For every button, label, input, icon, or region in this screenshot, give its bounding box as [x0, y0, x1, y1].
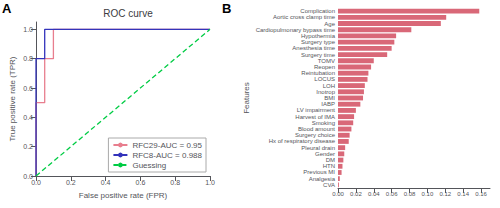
svg-text:B: B [222, 1, 231, 16]
svg-text:HTN: HTN [323, 163, 335, 169]
svg-text:DM: DM [326, 157, 335, 163]
svg-text:Surgery type: Surgery type [301, 39, 336, 45]
svg-text:ROC curve: ROC curve [103, 8, 153, 19]
svg-text:IABP: IABP [321, 101, 335, 107]
svg-text:0.8: 0.8 [23, 55, 33, 62]
svg-text:Cardiopulmonary bypass time: Cardiopulmonary bypass time [256, 27, 336, 33]
svg-text:1.0: 1.0 [205, 179, 215, 186]
svg-text:BMI: BMI [324, 95, 335, 101]
svg-text:Hx of respiratory disease: Hx of respiratory disease [269, 138, 336, 144]
svg-text:0.08: 0.08 [404, 191, 416, 197]
svg-text:1.0: 1.0 [23, 26, 33, 33]
svg-text:Hypothermia: Hypothermia [301, 33, 336, 39]
svg-text:Surgery choice: Surgery choice [295, 132, 336, 138]
svg-text:0.10: 0.10 [422, 191, 434, 197]
svg-text:Features: Features [242, 82, 251, 114]
svg-text:Inotrop: Inotrop [316, 89, 335, 95]
svg-text:TOMV: TOMV [318, 58, 335, 64]
svg-text:Anesthesia time: Anesthesia time [292, 45, 335, 51]
svg-text:LOCUS: LOCUS [314, 76, 335, 82]
svg-text:A: A [2, 1, 12, 16]
svg-text:Guessing: Guessing [132, 161, 166, 170]
svg-text:RFC8-AUC = 0.988: RFC8-AUC = 0.988 [132, 151, 202, 160]
svg-text:0.14: 0.14 [457, 191, 469, 197]
svg-text:0.16: 0.16 [475, 191, 487, 197]
svg-text:0.02: 0.02 [350, 191, 362, 197]
svg-text:Blood amount: Blood amount [298, 126, 335, 132]
svg-text:0.8: 0.8 [170, 179, 180, 186]
svg-text:Surgery time: Surgery time [301, 52, 336, 58]
svg-text:Reintubation: Reintubation [301, 70, 335, 76]
svg-text:False positive rate (FPR): False positive rate (FPR) [79, 191, 168, 200]
svg-text:0.2: 0.2 [66, 179, 76, 186]
svg-text:0.6: 0.6 [23, 85, 33, 92]
svg-text:Reopen: Reopen [314, 64, 335, 70]
svg-text:0.6: 0.6 [136, 179, 146, 186]
svg-text:0.12: 0.12 [439, 191, 451, 197]
svg-text:CVA: CVA [323, 182, 335, 188]
svg-text:Pleural drain: Pleural drain [301, 145, 335, 151]
svg-text:Smoking: Smoking [312, 120, 335, 126]
svg-text:Aortic cross clamp time: Aortic cross clamp time [273, 14, 336, 20]
svg-text:LV impairment: LV impairment [297, 107, 336, 113]
svg-text:LOH: LOH [323, 83, 335, 89]
svg-text:RFC29-AUC = 0.95: RFC29-AUC = 0.95 [132, 141, 202, 150]
svg-text:0.2: 0.2 [23, 143, 33, 150]
svg-text:0.00: 0.00 [332, 191, 344, 197]
svg-text:0.0: 0.0 [31, 179, 41, 186]
svg-text:0.4: 0.4 [101, 179, 111, 186]
svg-text:0.4: 0.4 [23, 114, 33, 121]
svg-text:True positive rate (TPR): True positive rate (TPR) [8, 56, 17, 141]
svg-text:Harvest of IMA: Harvest of IMA [295, 114, 335, 120]
svg-text:Gender: Gender [315, 151, 335, 157]
svg-text:Complication: Complication [300, 8, 335, 14]
svg-text:Previous MI: Previous MI [303, 169, 335, 175]
svg-text:Analgesia: Analgesia [309, 176, 336, 182]
svg-text:0.06: 0.06 [386, 191, 398, 197]
svg-text:0.0: 0.0 [23, 172, 33, 180]
svg-text:0.04: 0.04 [368, 191, 380, 197]
svg-text:Age: Age [324, 21, 335, 27]
